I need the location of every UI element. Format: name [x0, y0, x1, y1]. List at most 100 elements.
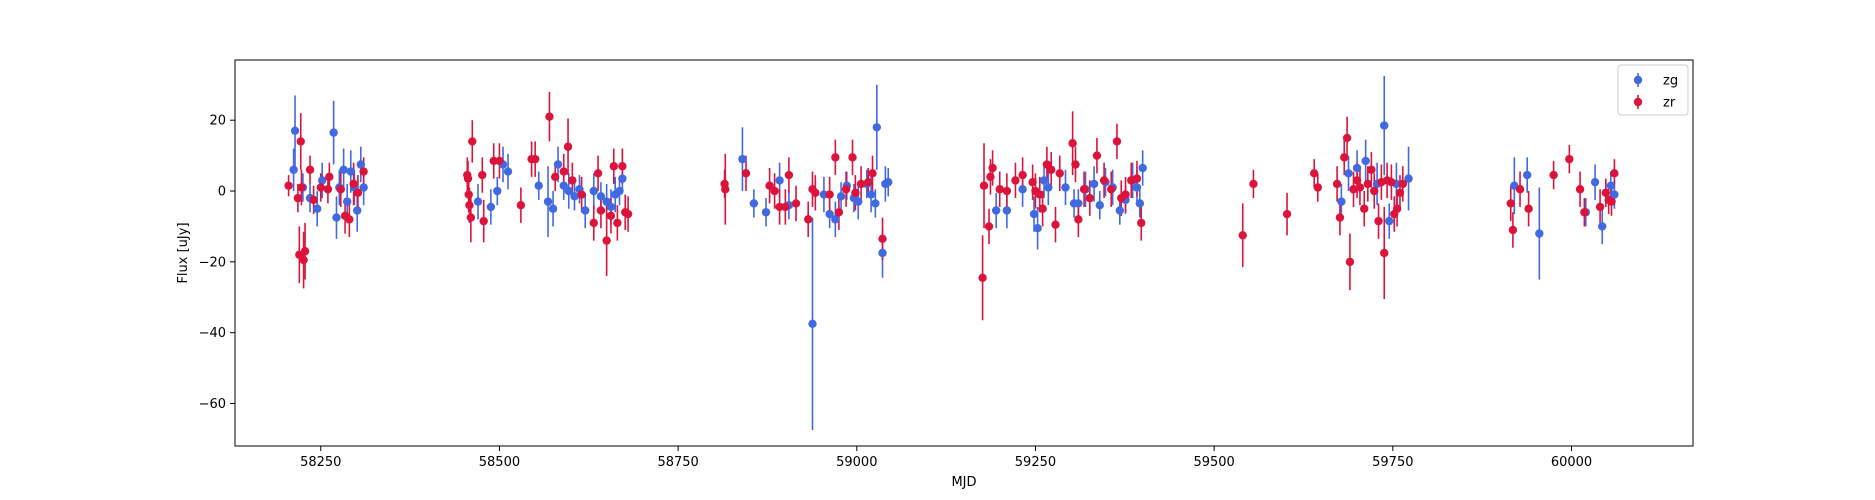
- data-point-zr: [359, 167, 367, 175]
- x-tick-label: 60000: [1551, 455, 1592, 470]
- data-point-zg: [1607, 182, 1615, 190]
- data-point-zr: [1509, 226, 1517, 234]
- data-point-zr: [1011, 176, 1019, 184]
- data-point-zr: [297, 183, 305, 191]
- data-point-zg: [474, 197, 482, 205]
- data-point-zg: [313, 205, 321, 213]
- data-point-zr: [1249, 180, 1257, 188]
- data-point-zr: [1336, 213, 1344, 221]
- data-point-zr: [464, 174, 472, 182]
- data-point-zg: [487, 203, 495, 211]
- data-point-zr: [1107, 185, 1115, 193]
- data-point-zr: [594, 169, 602, 177]
- data-point-zr: [985, 222, 993, 230]
- data-point-zr: [1516, 185, 1524, 193]
- data-point-zg: [750, 199, 758, 207]
- data-point-zg: [347, 167, 355, 175]
- data-point-zg: [1337, 197, 1345, 205]
- data-point-zr: [613, 219, 621, 227]
- data-point-zg: [590, 187, 598, 195]
- data-point-zg: [871, 199, 879, 207]
- data-point-zr: [545, 112, 553, 120]
- data-point-zr: [1028, 178, 1036, 186]
- data-point-zg: [837, 192, 845, 200]
- data-point-zg: [1074, 199, 1082, 207]
- data-point-zr: [1576, 185, 1584, 193]
- x-tick-label: 58750: [657, 455, 698, 470]
- data-point-zg: [1136, 199, 1144, 207]
- data-point-zr: [842, 185, 850, 193]
- data-point-zr: [1038, 205, 1046, 213]
- data-point-zr: [1549, 171, 1557, 179]
- data-point-zg: [1535, 229, 1543, 237]
- data-point-zg: [549, 205, 557, 213]
- data-point-zr: [1314, 183, 1322, 191]
- data-point-zr: [297, 137, 305, 145]
- data-point-zr: [1364, 180, 1372, 188]
- data-point-zr: [325, 173, 333, 181]
- data-point-zr: [792, 199, 800, 207]
- data-point-zr: [864, 178, 872, 186]
- data-point-zg: [1003, 206, 1011, 214]
- data-point-zr: [1051, 220, 1059, 228]
- data-point-zr: [1018, 171, 1026, 179]
- data-point-zr: [597, 206, 605, 214]
- legend: zgzr: [1618, 65, 1688, 115]
- data-point-zg: [992, 206, 1000, 214]
- data-point-zr: [785, 171, 793, 179]
- data-point-zr: [624, 210, 632, 218]
- data-point-zr: [294, 194, 302, 202]
- data-point-zg: [867, 190, 875, 198]
- data-point-zg: [884, 178, 892, 186]
- data-point-zr: [1137, 219, 1145, 227]
- data-point-zg: [873, 123, 881, 131]
- data-point-zg: [289, 166, 297, 174]
- data-point-zg: [329, 128, 337, 136]
- data-point-zr: [1370, 187, 1378, 195]
- data-point-zr: [978, 274, 986, 282]
- data-point-zg: [878, 249, 886, 257]
- data-point-zr: [607, 212, 615, 220]
- data-point-zg: [618, 174, 626, 182]
- data-point-zr: [1360, 205, 1368, 213]
- legend-label-zr: zr: [1663, 96, 1676, 111]
- data-point-zr: [1036, 190, 1044, 198]
- y-tick-label: −60: [199, 397, 226, 412]
- data-point-zr: [517, 201, 525, 209]
- data-point-zg: [504, 167, 512, 175]
- data-point-zr: [1524, 205, 1532, 213]
- data-point-zr: [1396, 189, 1404, 197]
- data-point-zr: [337, 185, 345, 193]
- data-point-zr: [1074, 215, 1082, 223]
- data-point-zr: [1047, 166, 1055, 174]
- x-tick-label: 59750: [1372, 455, 1413, 470]
- data-point-zr: [1399, 180, 1407, 188]
- data-point-zr: [324, 185, 332, 193]
- data-point-zg: [1133, 183, 1141, 191]
- data-point-zg: [1361, 157, 1369, 165]
- data-point-zr: [568, 176, 576, 184]
- data-point-zg: [1044, 183, 1052, 191]
- data-point-zr: [309, 196, 317, 204]
- data-point-zr: [345, 215, 353, 223]
- data-point-zr: [1003, 187, 1011, 195]
- data-point-zr: [1056, 169, 1064, 177]
- data-point-zr: [804, 215, 812, 223]
- data-point-zr: [1133, 174, 1141, 182]
- data-point-zr: [1346, 258, 1354, 266]
- x-tick-label: 59000: [836, 455, 877, 470]
- data-point-zg: [1380, 121, 1388, 129]
- data-point-zr: [1086, 194, 1094, 202]
- y-tick-label: −20: [199, 255, 226, 270]
- data-point-zr: [602, 236, 610, 244]
- data-point-zr: [590, 219, 598, 227]
- data-point-zg: [1385, 217, 1393, 225]
- data-point-zr: [1239, 231, 1247, 239]
- data-point-zr: [848, 153, 856, 161]
- data-point-zr: [560, 167, 568, 175]
- data-point-zg: [762, 208, 770, 216]
- data-point-zr: [1607, 197, 1615, 205]
- x-tick-label: 58250: [300, 455, 341, 470]
- data-point-zr: [742, 169, 750, 177]
